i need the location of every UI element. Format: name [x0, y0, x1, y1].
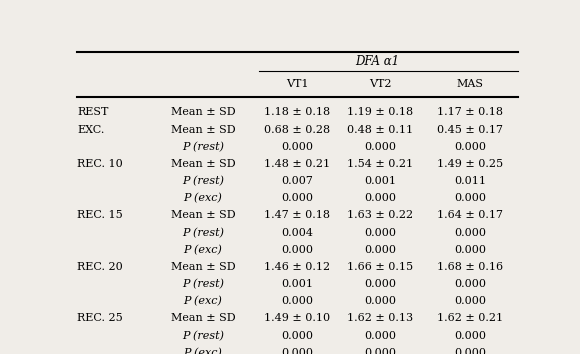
- Text: 1.46 ± 0.12: 1.46 ± 0.12: [264, 262, 331, 272]
- Text: 0.000: 0.000: [364, 142, 396, 152]
- Text: 0.004: 0.004: [281, 228, 313, 238]
- Text: 0.000: 0.000: [454, 245, 486, 255]
- Text: P (rest): P (rest): [182, 228, 224, 238]
- Text: 0.007: 0.007: [281, 176, 313, 186]
- Text: REC. 15: REC. 15: [77, 210, 123, 221]
- Text: DFA α1: DFA α1: [355, 55, 399, 68]
- Text: 0.000: 0.000: [364, 296, 396, 306]
- Text: P (exc): P (exc): [183, 296, 222, 307]
- Text: P (rest): P (rest): [182, 279, 224, 289]
- Text: EXC.: EXC.: [77, 125, 104, 135]
- Text: 1.62 ± 0.21: 1.62 ± 0.21: [437, 314, 503, 324]
- Text: 0.000: 0.000: [281, 331, 313, 341]
- Text: Mean ± SD: Mean ± SD: [171, 125, 235, 135]
- Text: 0.000: 0.000: [454, 296, 486, 306]
- Text: 0.000: 0.000: [454, 279, 486, 289]
- Text: 0.000: 0.000: [364, 193, 396, 203]
- Text: P (exc): P (exc): [183, 245, 222, 255]
- Text: 0.48 ± 0.11: 0.48 ± 0.11: [347, 125, 414, 135]
- Text: Mean ± SD: Mean ± SD: [171, 314, 235, 324]
- Text: P (exc): P (exc): [183, 348, 222, 354]
- Text: REC. 10: REC. 10: [77, 159, 123, 169]
- Text: Mean ± SD: Mean ± SD: [171, 262, 235, 272]
- Text: 0.000: 0.000: [364, 348, 396, 354]
- Text: 1.17 ± 0.18: 1.17 ± 0.18: [437, 107, 503, 118]
- Text: 0.000: 0.000: [364, 228, 396, 238]
- Text: 1.62 ± 0.13: 1.62 ± 0.13: [347, 314, 414, 324]
- Text: Mean ± SD: Mean ± SD: [171, 159, 235, 169]
- Text: 0.000: 0.000: [364, 279, 396, 289]
- Text: 1.48 ± 0.21: 1.48 ± 0.21: [264, 159, 331, 169]
- Text: VT2: VT2: [369, 79, 392, 89]
- Text: Mean ± SD: Mean ± SD: [171, 210, 235, 221]
- Text: 0.000: 0.000: [364, 245, 396, 255]
- Text: 1.49 ± 0.10: 1.49 ± 0.10: [264, 314, 331, 324]
- Text: MAS: MAS: [457, 79, 484, 89]
- Text: 1.47 ± 0.18: 1.47 ± 0.18: [264, 210, 330, 221]
- Text: 1.68 ± 0.16: 1.68 ± 0.16: [437, 262, 503, 272]
- Text: 0.000: 0.000: [281, 348, 313, 354]
- Text: VT1: VT1: [286, 79, 309, 89]
- Text: P (rest): P (rest): [182, 176, 224, 186]
- Text: 0.001: 0.001: [364, 176, 396, 186]
- Text: 1.18 ± 0.18: 1.18 ± 0.18: [264, 107, 331, 118]
- Text: 0.000: 0.000: [454, 348, 486, 354]
- Text: P (exc): P (exc): [183, 193, 222, 204]
- Text: 1.64 ± 0.17: 1.64 ± 0.17: [437, 210, 503, 221]
- Text: 0.011: 0.011: [454, 176, 486, 186]
- Text: P (rest): P (rest): [182, 142, 224, 152]
- Text: 0.000: 0.000: [281, 142, 313, 152]
- Text: 0.001: 0.001: [281, 279, 313, 289]
- Text: 0.000: 0.000: [454, 331, 486, 341]
- Text: 0.000: 0.000: [454, 142, 486, 152]
- Text: REC. 20: REC. 20: [77, 262, 123, 272]
- Text: 1.19 ± 0.18: 1.19 ± 0.18: [347, 107, 414, 118]
- Text: 1.66 ± 0.15: 1.66 ± 0.15: [347, 262, 414, 272]
- Text: 1.49 ± 0.25: 1.49 ± 0.25: [437, 159, 503, 169]
- Text: 1.54 ± 0.21: 1.54 ± 0.21: [347, 159, 414, 169]
- Text: 0.68 ± 0.28: 0.68 ± 0.28: [264, 125, 331, 135]
- Text: 0.000: 0.000: [281, 296, 313, 306]
- Text: P (rest): P (rest): [182, 331, 224, 341]
- Text: REC. 25: REC. 25: [77, 314, 123, 324]
- Text: 0.000: 0.000: [281, 245, 313, 255]
- Text: Mean ± SD: Mean ± SD: [171, 107, 235, 118]
- Text: 0.000: 0.000: [281, 193, 313, 203]
- Text: REST: REST: [77, 107, 108, 118]
- Text: 0.000: 0.000: [364, 331, 396, 341]
- Text: 0.000: 0.000: [454, 193, 486, 203]
- Text: 0.45 ± 0.17: 0.45 ± 0.17: [437, 125, 503, 135]
- Text: 1.63 ± 0.22: 1.63 ± 0.22: [347, 210, 414, 221]
- Text: 0.000: 0.000: [454, 228, 486, 238]
